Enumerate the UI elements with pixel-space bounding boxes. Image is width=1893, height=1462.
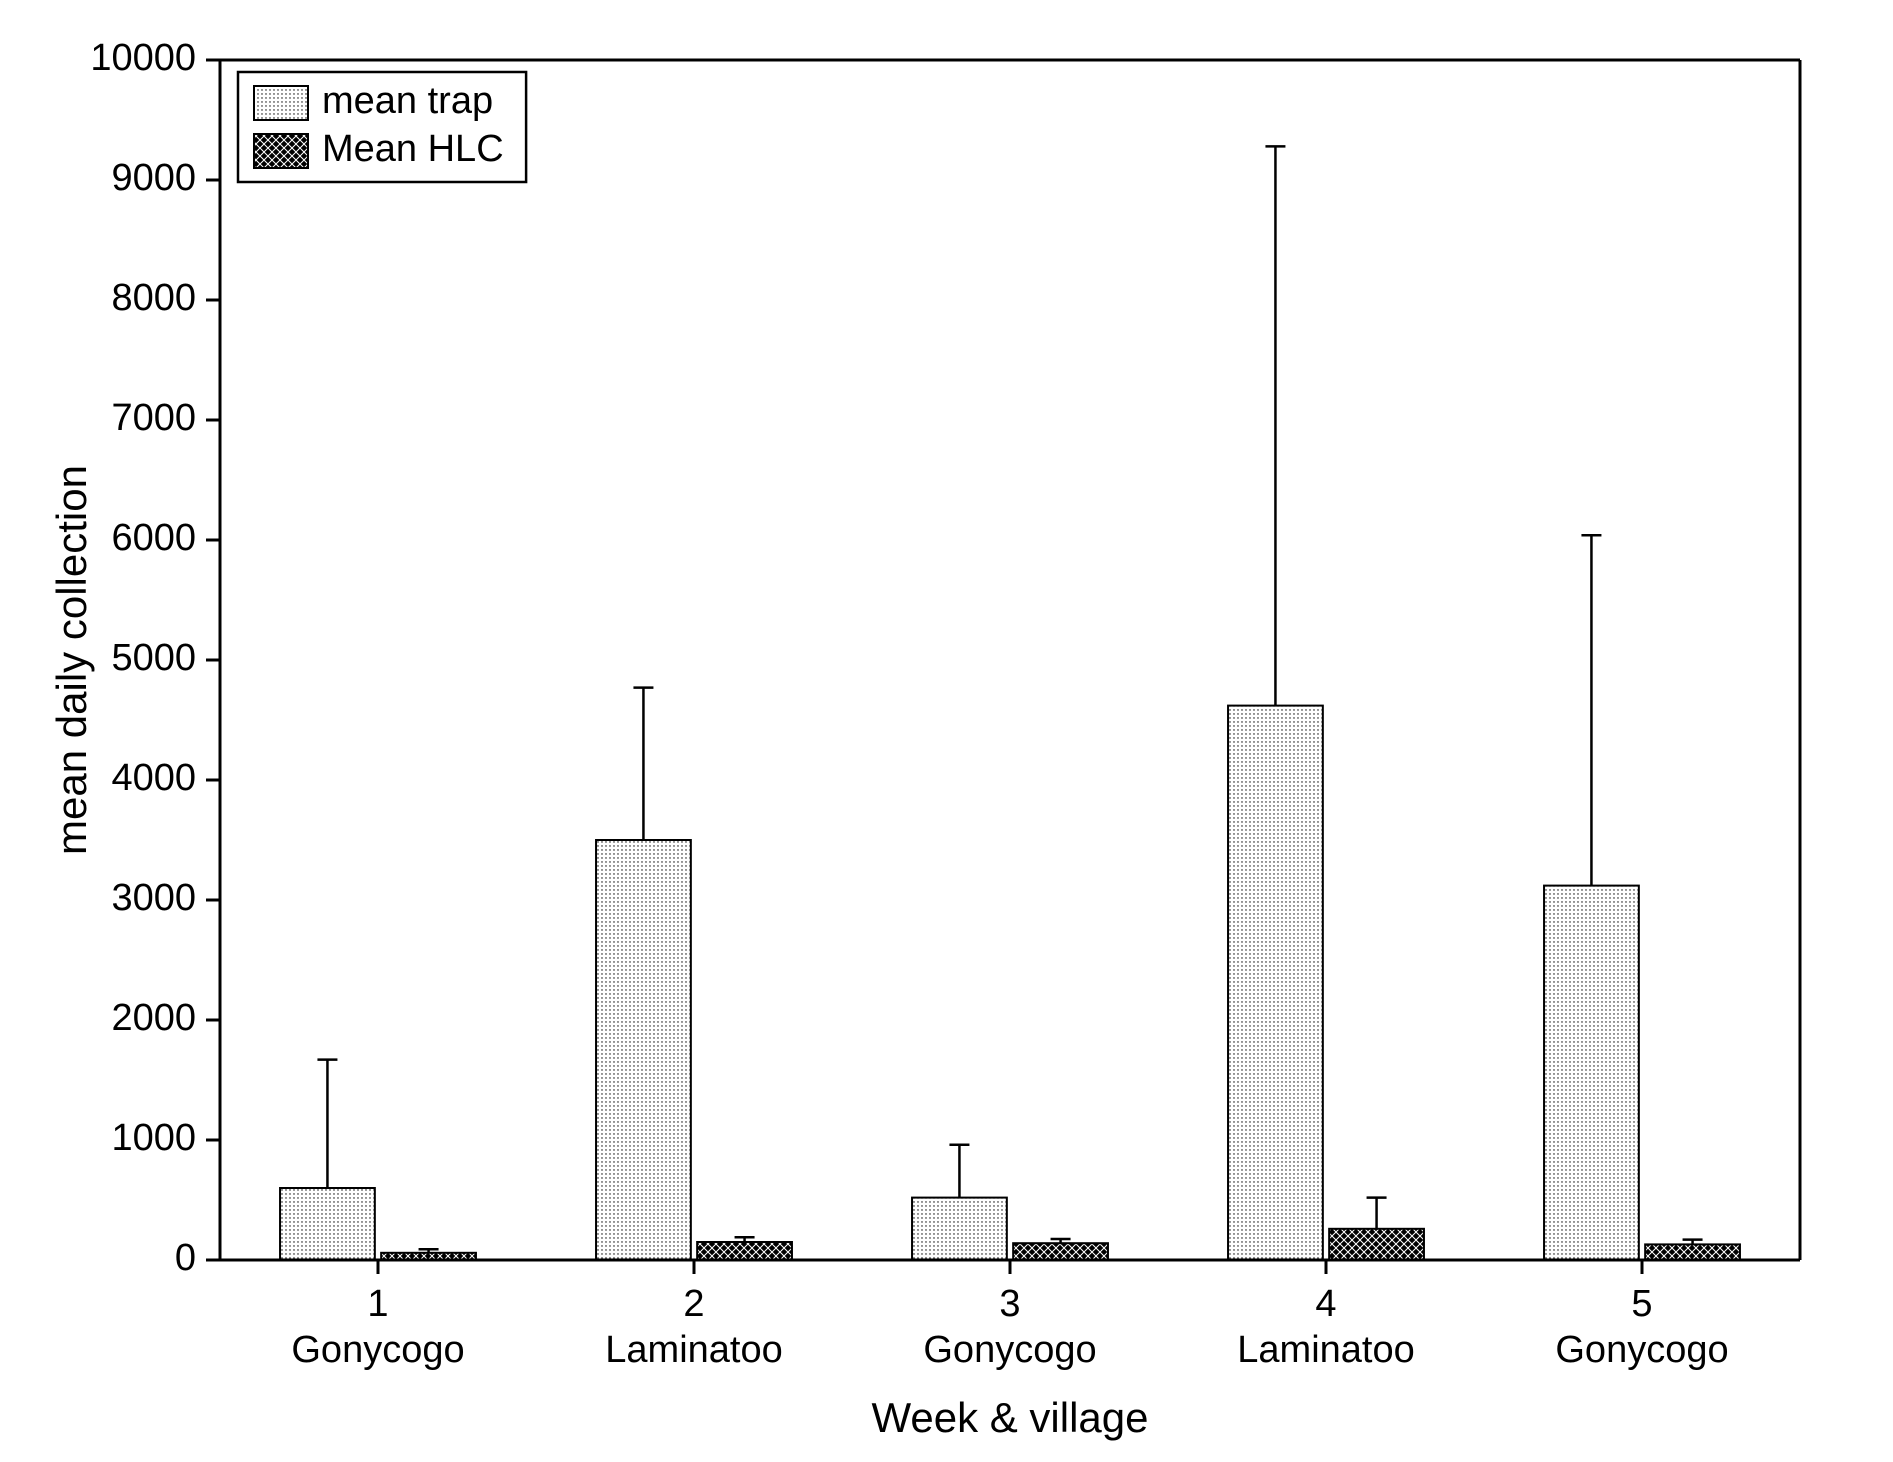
legend-label-1: Mean HLC	[322, 128, 504, 170]
svg-text:1000: 1000	[111, 1117, 196, 1159]
legend: mean trap Mean HLC	[238, 72, 526, 182]
bar-mean_trap-0	[280, 1188, 375, 1260]
bar-chart: 0 1000 2000 3000 4000 5000 6000 7000 8000 9000 100…	[0, 0, 1893, 1462]
svg-text:2000: 2000	[111, 997, 196, 1039]
bar-mean_hlc-3	[1329, 1229, 1424, 1260]
chart-container: 0 1000 2000 3000 4000 5000 6000 7000 8000 9000 100…	[0, 0, 1893, 1462]
svg-text:4000: 4000	[111, 757, 196, 799]
svg-text:3: 3	[999, 1283, 1020, 1325]
bar-mean_hlc-2	[1013, 1243, 1108, 1260]
bar-mean_trap-4	[1544, 886, 1639, 1260]
legend-label-0: mean trap	[322, 80, 493, 122]
svg-text:Gonycogo: Gonycogo	[291, 1329, 464, 1371]
svg-text:3000: 3000	[111, 877, 196, 919]
svg-text:7000: 7000	[111, 397, 196, 439]
legend-swatch-1	[254, 134, 308, 168]
svg-text:Gonycogo: Gonycogo	[1555, 1329, 1728, 1371]
bar-mean_trap-2	[912, 1198, 1007, 1260]
svg-text:9000: 9000	[111, 157, 196, 199]
svg-text:5000: 5000	[111, 637, 196, 679]
legend-swatch-0	[254, 86, 308, 120]
svg-text:Laminatoo: Laminatoo	[1237, 1329, 1414, 1371]
svg-text:5: 5	[1631, 1283, 1652, 1325]
y-axis-label-svg: mean daily collection	[48, 465, 95, 855]
bar-mean_hlc-1	[697, 1242, 792, 1260]
svg-text:10000: 10000	[90, 37, 196, 79]
svg-text:6000: 6000	[111, 517, 196, 559]
svg-text:4: 4	[1315, 1283, 1336, 1325]
bar-mean_hlc-4	[1645, 1244, 1740, 1260]
svg-text:2: 2	[683, 1283, 704, 1325]
x-axis-label-svg: Week & village	[871, 1394, 1148, 1441]
svg-text:8000: 8000	[111, 277, 196, 319]
svg-text:Laminatoo: Laminatoo	[605, 1329, 782, 1371]
svg-text:0: 0	[175, 1237, 196, 1279]
bar-mean_trap-1	[596, 840, 691, 1260]
svg-text:1: 1	[367, 1283, 388, 1325]
svg-text:Gonycogo: Gonycogo	[923, 1329, 1096, 1371]
bar-mean_trap-3	[1228, 706, 1323, 1260]
